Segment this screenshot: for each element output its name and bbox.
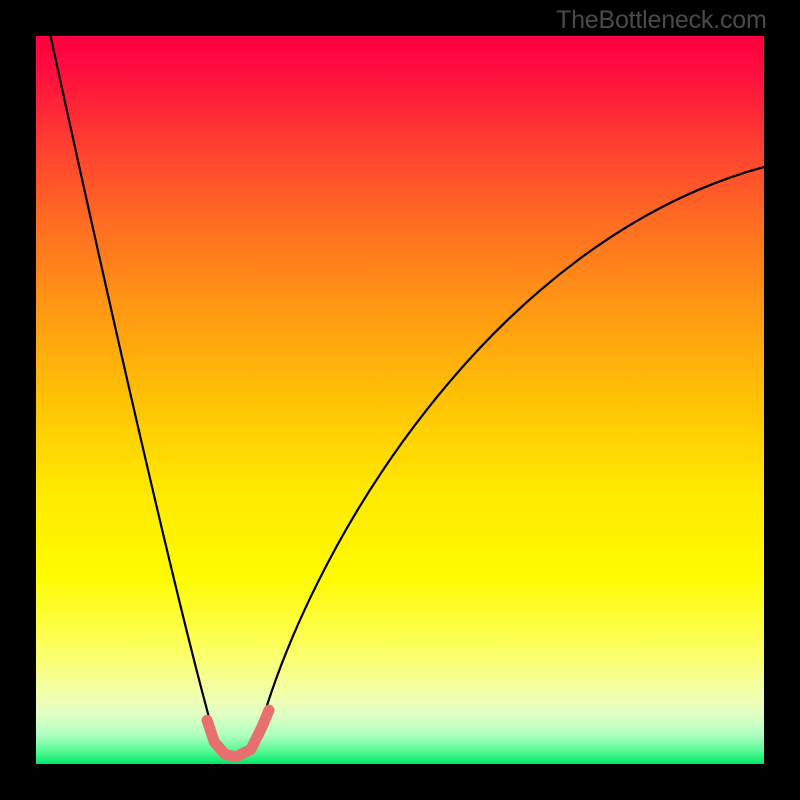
gradient-background [36,36,764,764]
watermark-text: TheBottleneck.com [556,6,767,35]
plot-area [36,36,764,764]
chart-svg [36,36,764,764]
